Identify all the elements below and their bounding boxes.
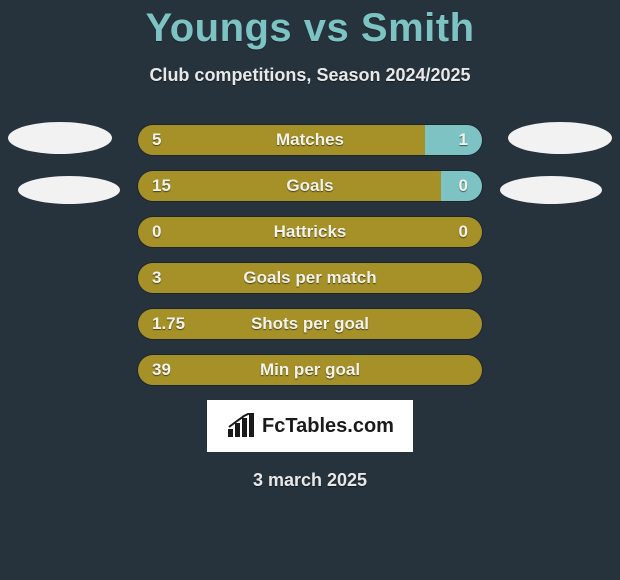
stat-value-left: 39 — [152, 355, 171, 385]
stat-row: 51Matches — [137, 124, 483, 156]
player-right-avatar-2 — [500, 176, 602, 204]
stat-row: 00Hattricks — [137, 216, 483, 248]
stat-value-right: 1 — [459, 125, 468, 155]
stat-segment-left — [138, 355, 482, 385]
stat-value-left: 5 — [152, 125, 161, 155]
player-left-avatar-1 — [8, 122, 112, 154]
page-subtitle: Club competitions, Season 2024/2025 — [0, 65, 620, 86]
stats-container: 51Matches150Goals00Hattricks3Goals per m… — [137, 124, 483, 386]
page-title: Youngs vs Smith — [0, 0, 620, 51]
stat-row: 3Goals per match — [137, 262, 483, 294]
stat-value-left: 3 — [152, 263, 161, 293]
stat-segment-left — [138, 263, 482, 293]
stat-value-right: 0 — [459, 217, 468, 247]
stat-segment-left — [138, 125, 425, 155]
brand-badge: FcTables.com — [207, 400, 413, 452]
brand-text: FcTables.com — [262, 415, 394, 438]
date-label: 3 march 2025 — [0, 470, 620, 491]
stat-row: 39Min per goal — [137, 354, 483, 386]
stat-segment-right — [425, 125, 482, 155]
stat-value-left: 15 — [152, 171, 171, 201]
stat-value-left: 1.75 — [152, 309, 185, 339]
brand-bars-icon — [226, 413, 256, 439]
player-left-avatar-2 — [18, 176, 120, 204]
stat-row: 1.75Shots per goal — [137, 308, 483, 340]
stat-value-right: 0 — [459, 171, 468, 201]
stat-value-left: 0 — [152, 217, 161, 247]
stat-segment-left — [138, 171, 441, 201]
stat-segment-left — [138, 217, 482, 247]
stat-row: 150Goals — [137, 170, 483, 202]
stat-segment-left — [138, 309, 482, 339]
player-right-avatar-1 — [508, 122, 612, 154]
